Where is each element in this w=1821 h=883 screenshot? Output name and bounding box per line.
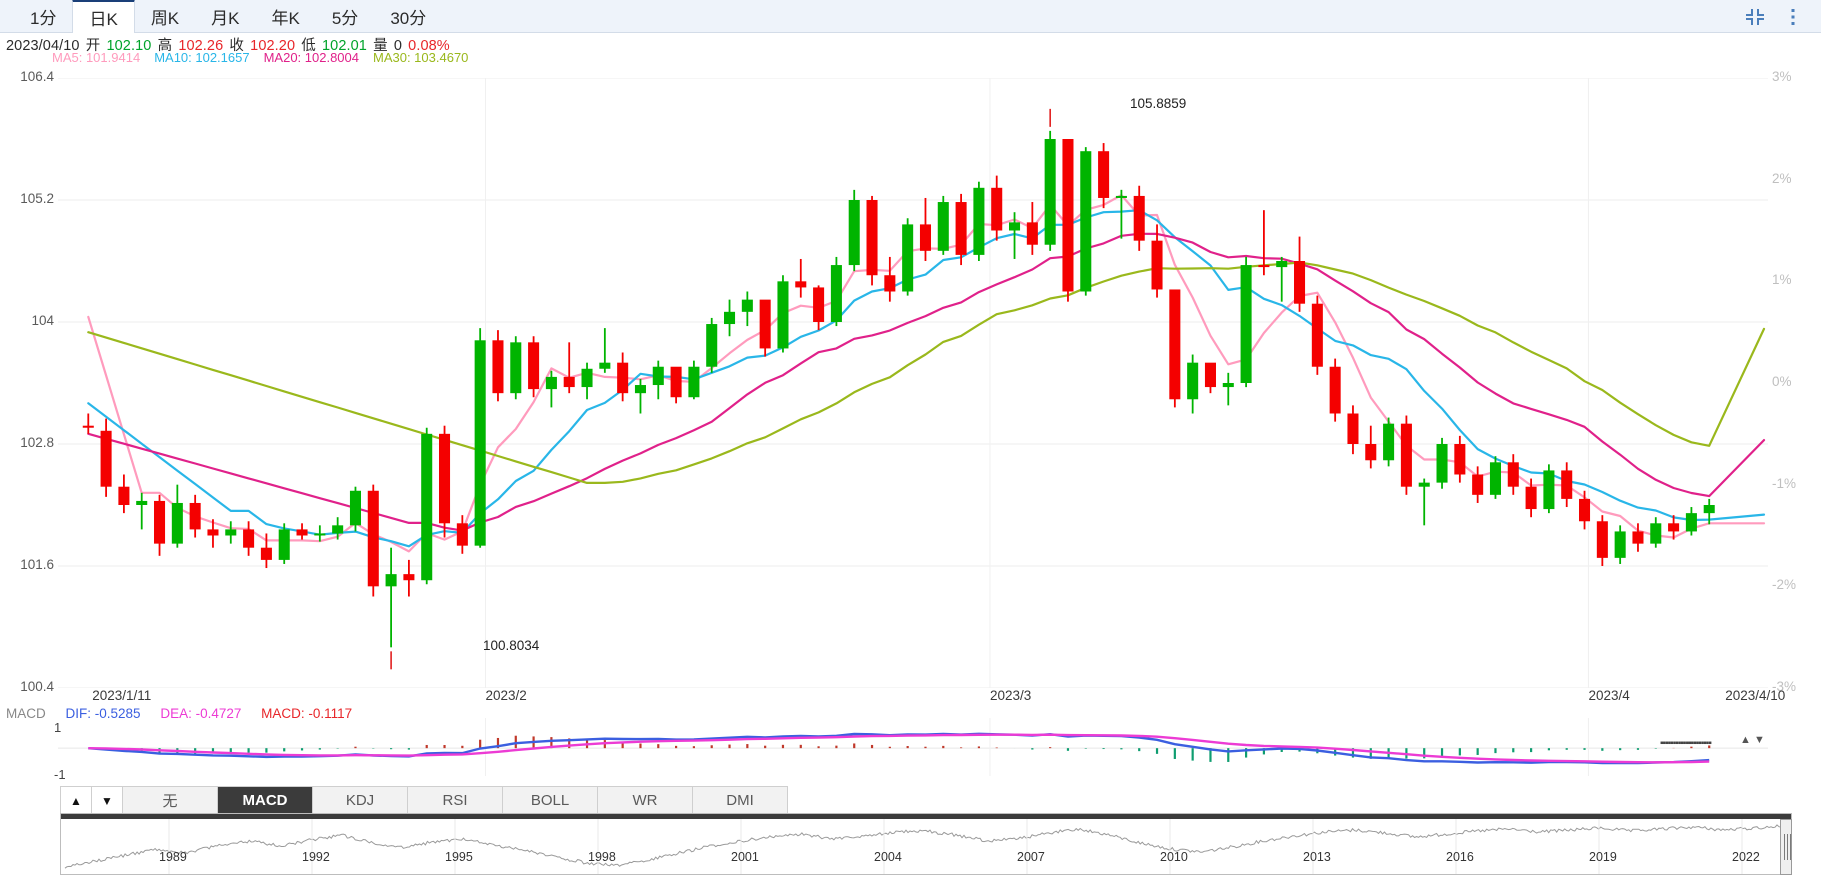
- period-tab-bar: 1分 日K 周K 月K 年K 5分 30分: [0, 0, 1821, 33]
- indicator-tab-无[interactable]: 无: [123, 787, 218, 814]
- percent-tick-5: 2%: [1772, 170, 1792, 186]
- quote-low-label: 低: [301, 38, 316, 54]
- percent-tick-6: 3%: [1772, 69, 1792, 84]
- minimap-year-1998: 1998: [588, 850, 616, 864]
- ma-legend-item-0: MA5: 101.9414: [52, 50, 141, 65]
- price-tick-3: 104: [31, 313, 54, 328]
- price-chart: 100.4 101.6 102.8 104 105.2 106.4 -3% -2% -1% 0%…: [0, 69, 1821, 749]
- macd-legend: MACD DIF: -0.5285 DEA: -0.4727 MACD: -0.…: [6, 706, 368, 721]
- quote-close-label: 收: [229, 38, 245, 54]
- price-tick-2: 102.8: [20, 435, 54, 450]
- price-plot-area[interactable]: [58, 78, 1768, 688]
- macd-title: MACD: [6, 706, 46, 721]
- minimap-top-bar: [61, 814, 1791, 819]
- quote-volume-label: 量: [373, 38, 388, 54]
- date-tick-1: 2023/2: [485, 688, 527, 703]
- indicator-tab-rsi[interactable]: RSI: [408, 787, 503, 814]
- percent-tick-4: 1%: [1772, 272, 1792, 288]
- window-controls: [1745, 0, 1813, 33]
- minimap-year-1995: 1995: [445, 850, 473, 864]
- price-tick-0: 100.4: [20, 679, 54, 694]
- quote-low-value: 102.01: [322, 38, 367, 54]
- quote-legend: 2023/04/10 开 102.10 高 102.26 收 102.20 低 …: [6, 34, 452, 55]
- collapse-icon[interactable]: [1745, 7, 1765, 27]
- date-tick-2: 2023/3: [989, 688, 1032, 703]
- macd-macd-value: MACD: -0.1117: [261, 706, 353, 721]
- minimap-year-2001: 2001: [731, 850, 759, 864]
- minimap-year-2013: 2013: [1303, 850, 1331, 864]
- ma-legend-item-2: MA20: 102.8004: [263, 50, 359, 65]
- history-minimap[interactable]: 1989 1992 1995 1998 2001 2004 2007 2010 2013 2016…: [60, 813, 1792, 875]
- high-price-annotation: 105.8859: [1130, 96, 1187, 111]
- period-tabs: 1分 日K 周K 月K 年K 5分 30分: [14, 0, 442, 33]
- macd-chart[interactable]: 1 -1: [0, 718, 1821, 786]
- minimap-year-2004: 2004: [874, 850, 902, 864]
- minimap-year-2007: 2007: [1017, 850, 1045, 864]
- date-tick-4: 2023/4/10: [1725, 688, 1786, 703]
- macd-axis-bottom-label: -1: [54, 767, 66, 782]
- percent-tick-2: -1%: [1772, 475, 1797, 491]
- minimap-year-1992: 1992: [302, 850, 330, 864]
- ma-legend-item-1: MA10: 102.1657: [154, 50, 250, 65]
- period-tab-2[interactable]: 周K: [150, 9, 180, 28]
- quote-date: 2023/04/10: [6, 38, 80, 54]
- indicator-tab-kdj[interactable]: KDJ: [313, 787, 408, 814]
- indicator-scroll-up-button[interactable]: ▲: [61, 787, 92, 814]
- minimap-year-2016: 2016: [1446, 850, 1474, 864]
- price-tick-5: 106.4: [20, 69, 54, 84]
- low-price-annotation: 100.8034: [483, 638, 540, 653]
- quote-close-value: 102.20: [250, 38, 296, 54]
- scroll-arrows[interactable]: ▲ ▼: [1740, 734, 1765, 746]
- quote-open-value: 102.10: [106, 38, 152, 54]
- percent-tick-0: -3%: [1772, 679, 1797, 694]
- minimap-preview-strip: ▪▪▪▪▪▪▪▪▪▪▪▪▪▪▪▪▪▪▪▪: [1660, 738, 1712, 749]
- quote-open-label: 开: [85, 38, 101, 54]
- minimap-year-2019: 2019: [1589, 850, 1617, 864]
- price-tick-4: 105.2: [20, 191, 54, 206]
- macd-dif-value: DIF: -0.5285: [65, 706, 141, 721]
- ma-legend: MA5: 101.9414 MA10: 102.1657 MA20: 102.800…: [52, 50, 482, 65]
- period-tab-6[interactable]: 30分: [390, 9, 427, 28]
- date-tick-3: 2023/4: [1588, 688, 1630, 703]
- period-tab-3[interactable]: 月K: [211, 9, 240, 28]
- price-tick-1: 101.6: [20, 557, 54, 572]
- quote-high-label: 高: [157, 38, 173, 54]
- indicator-tab-dmi[interactable]: DMI: [693, 787, 787, 814]
- date-tick-0: 2023/1/11: [92, 688, 152, 703]
- indicator-tab-wr[interactable]: WR: [598, 787, 693, 814]
- period-tab-1[interactable]: 日K: [72, 0, 135, 33]
- period-tab-4[interactable]: 年K: [271, 9, 300, 28]
- period-tab-5[interactable]: 5分: [331, 9, 359, 28]
- quote-high-value: 102.26: [178, 38, 224, 54]
- indicator-tab-boll[interactable]: BOLL: [503, 787, 598, 814]
- more-vertical-icon[interactable]: [1783, 7, 1803, 27]
- indicator-tab-macd[interactable]: MACD: [218, 787, 313, 814]
- percent-tick-3: 0%: [1772, 374, 1792, 389]
- indicator-scroll-down-button[interactable]: ▼: [92, 787, 123, 814]
- percent-tick-1: -2%: [1772, 577, 1797, 593]
- quote-change-pct: 0.08%: [408, 38, 450, 54]
- quote-volume-value: 0: [393, 38, 403, 54]
- minimap-year-1989: 1989: [159, 850, 187, 864]
- macd-axis-top-label: 1: [54, 720, 62, 735]
- minimap-year-2010: 2010: [1160, 850, 1188, 864]
- period-tab-0[interactable]: 1分: [30, 9, 57, 28]
- macd-dea-value: DEA: -0.4727: [160, 706, 242, 721]
- minimap-right-handle[interactable]: [1780, 819, 1792, 875]
- minimap-year-2022: 2022: [1732, 850, 1760, 864]
- indicator-tab-bar: ▲ ▼ 无 MACD KDJ RSI BOLL WR DMI: [60, 786, 788, 815]
- ma-legend-item-3: MA30: 103.4670: [373, 50, 469, 65]
- indicator-tabs: 无 MACD KDJ RSI BOLL WR DMI: [123, 787, 787, 814]
